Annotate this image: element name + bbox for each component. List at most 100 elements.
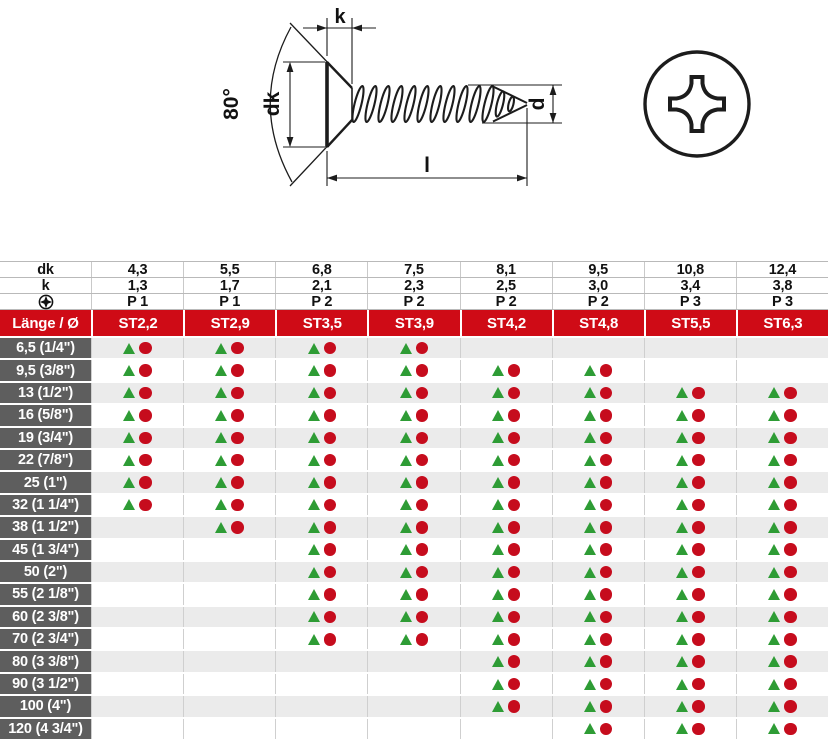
availability-cell (551, 405, 644, 426)
triangle-marker (491, 521, 504, 533)
circle-marker (692, 543, 705, 556)
header-column-cell: ST5,5 (643, 310, 736, 336)
availability-cell (643, 360, 736, 381)
length-row: 32 (1 1/4") (0, 494, 828, 516)
triangle-marker (399, 409, 412, 421)
header-row: Länge / Ø ST2,2 ST2,9 ST3,5 ST3,9 ST4,2 ST4,8 S… (0, 310, 828, 336)
triangle-marker (307, 588, 320, 600)
availability-cell (367, 405, 460, 426)
availability-cell (735, 405, 828, 426)
availability-cell (551, 427, 644, 448)
availability-cell (735, 606, 828, 628)
circle-marker (415, 386, 429, 400)
availability-cell (275, 517, 368, 538)
circle-marker (784, 655, 797, 668)
circle-marker (692, 409, 705, 422)
angle-label: 80° (220, 88, 243, 120)
circle-marker (139, 453, 152, 467)
length-label-cell: 70 (2 3/4") (0, 629, 91, 650)
header-column-cell: ST3,9 (367, 310, 460, 336)
availability-cell (551, 494, 644, 516)
length-row: 22 (7/8") (0, 449, 828, 471)
availability-cell (551, 472, 644, 493)
spec-value-cell: P 2 (459, 294, 552, 310)
triangle-marker (676, 409, 689, 421)
triangle-marker (399, 432, 412, 444)
triangle-marker (215, 477, 228, 489)
availability-cell (183, 427, 276, 448)
circle-marker (415, 588, 429, 601)
screw-point-bottom (492, 104, 528, 123)
spec-row-label: dk (37, 261, 54, 278)
length-label-cell: 22 (7/8") (0, 449, 91, 471)
availability-cell (275, 696, 368, 717)
circle-marker (507, 543, 521, 556)
circle-marker (784, 453, 797, 467)
availability-cell (643, 673, 736, 695)
screw-threads (351, 84, 516, 124)
triangle-marker (583, 499, 596, 511)
triangle-marker (123, 454, 136, 466)
availability-cell (275, 606, 368, 628)
availability-cell (551, 517, 644, 538)
circle-marker (692, 565, 705, 579)
triangle-marker (215, 432, 228, 444)
length-label-cell: 16 (5/8") (0, 405, 91, 426)
triangle-marker (491, 566, 504, 578)
spec-value-cell: P 3 (643, 294, 736, 310)
circle-marker (692, 655, 705, 668)
circle-marker (507, 498, 521, 512)
availability-cell (367, 472, 460, 493)
circle-marker (323, 498, 337, 512)
availability-cell (643, 405, 736, 426)
circle-marker (415, 543, 429, 556)
triangle-marker (768, 700, 781, 712)
availability-cell (735, 718, 828, 740)
availability-cell (643, 696, 736, 717)
circle-marker (139, 431, 152, 444)
circle-marker (599, 386, 613, 400)
length-label-cell: 19 (3/4") (0, 427, 91, 448)
availability-cell (183, 338, 276, 359)
header-column-cell: ST2,2 (91, 310, 184, 336)
triangle-marker (768, 566, 781, 578)
length-row: 19 (3/4") (0, 427, 828, 448)
triangle-marker (307, 432, 320, 444)
availability-cell (643, 651, 736, 672)
length-label-cell: 6,5 (1/4") (0, 338, 91, 359)
spec-row: dk 4,3 5,5 6,8 7,5 8,1 9,5 10,8 12,4 (0, 261, 828, 278)
triangle-marker (215, 387, 228, 399)
triangle-marker (123, 432, 136, 444)
availability-cell (643, 449, 736, 471)
availability-cell (91, 494, 184, 516)
spec-value-cell: 2,3 (367, 278, 459, 294)
triangle-marker (676, 633, 689, 645)
spec-value-cell: 3,4 (643, 278, 736, 294)
availability-cell (551, 382, 644, 404)
length-row: 90 (3 1/2") (0, 673, 828, 695)
triangle-marker (307, 566, 320, 578)
circle-marker (784, 565, 797, 579)
triangle-marker (399, 365, 412, 377)
availability-cell (275, 360, 368, 381)
triangle-marker (399, 633, 412, 645)
length-row: 13 (1/2") (0, 382, 828, 404)
circle-marker (415, 341, 429, 355)
triangle-marker (583, 544, 596, 556)
availability-cell (551, 696, 644, 717)
triangle-marker (123, 387, 136, 399)
triangle-marker (399, 611, 412, 623)
circle-marker (692, 633, 705, 646)
triangle-marker (123, 342, 136, 354)
circle-marker (599, 633, 613, 646)
triangle-marker (768, 432, 781, 444)
availability-cell (91, 629, 184, 650)
circle-marker (784, 431, 797, 444)
circle-marker (323, 453, 337, 467)
availability-cell (183, 405, 276, 426)
availability-cell (735, 449, 828, 471)
triangle-marker (491, 387, 504, 399)
length-row: 9,5 (3/8") (0, 360, 828, 381)
triangle-marker (491, 477, 504, 489)
